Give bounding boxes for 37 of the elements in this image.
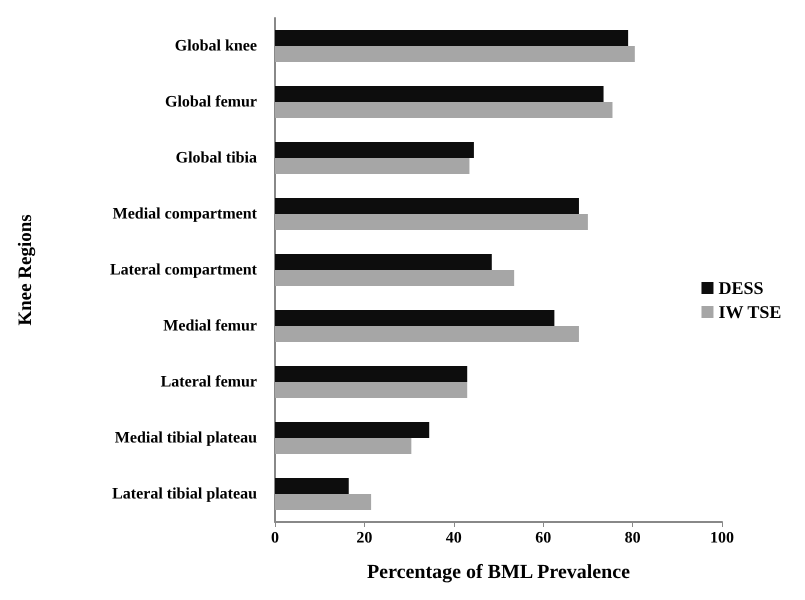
bar	[275, 30, 628, 46]
bar	[275, 478, 349, 494]
y-tick-label: Medial tibial plateau	[114, 430, 258, 446]
bar	[275, 422, 430, 438]
legend-label: IW TSE	[718, 302, 782, 322]
x-tick-label: 40	[446, 530, 462, 546]
bar	[275, 142, 474, 158]
legend-label: DESS	[718, 278, 764, 298]
bar	[275, 198, 579, 214]
bar	[275, 310, 554, 326]
y-tick-label: Medial compartment	[112, 206, 258, 222]
bar	[275, 158, 470, 174]
bar	[275, 254, 492, 270]
y-axis-title: Knee Regions	[15, 214, 36, 326]
y-tick-label: Global femur	[165, 94, 257, 110]
y-tick-label: Lateral femur	[160, 374, 257, 390]
x-tick-label: 20	[356, 530, 372, 546]
x-tick-label: 0	[271, 530, 279, 546]
y-tick-label: Lateral tibial plateau	[112, 486, 258, 502]
bar	[275, 270, 514, 286]
y-tick-label: Global tibia	[176, 150, 257, 166]
x-axis-title: Percentage of BML Prevalence	[366, 561, 630, 583]
bar	[275, 214, 588, 230]
bar	[275, 326, 579, 342]
bar	[275, 86, 604, 102]
bar	[275, 366, 468, 382]
bar	[275, 102, 612, 118]
y-tick-label: Lateral compartment	[110, 262, 258, 278]
y-tick-label: Global knee	[174, 38, 257, 54]
bar	[275, 438, 412, 454]
x-tick-label: 100	[710, 530, 734, 546]
bar	[275, 382, 468, 398]
x-tick-label: 60	[535, 530, 552, 546]
bar	[275, 46, 635, 62]
bar	[275, 494, 372, 510]
y-tick-label: Medial femur	[163, 318, 257, 334]
x-tick-label: 80	[624, 530, 641, 546]
